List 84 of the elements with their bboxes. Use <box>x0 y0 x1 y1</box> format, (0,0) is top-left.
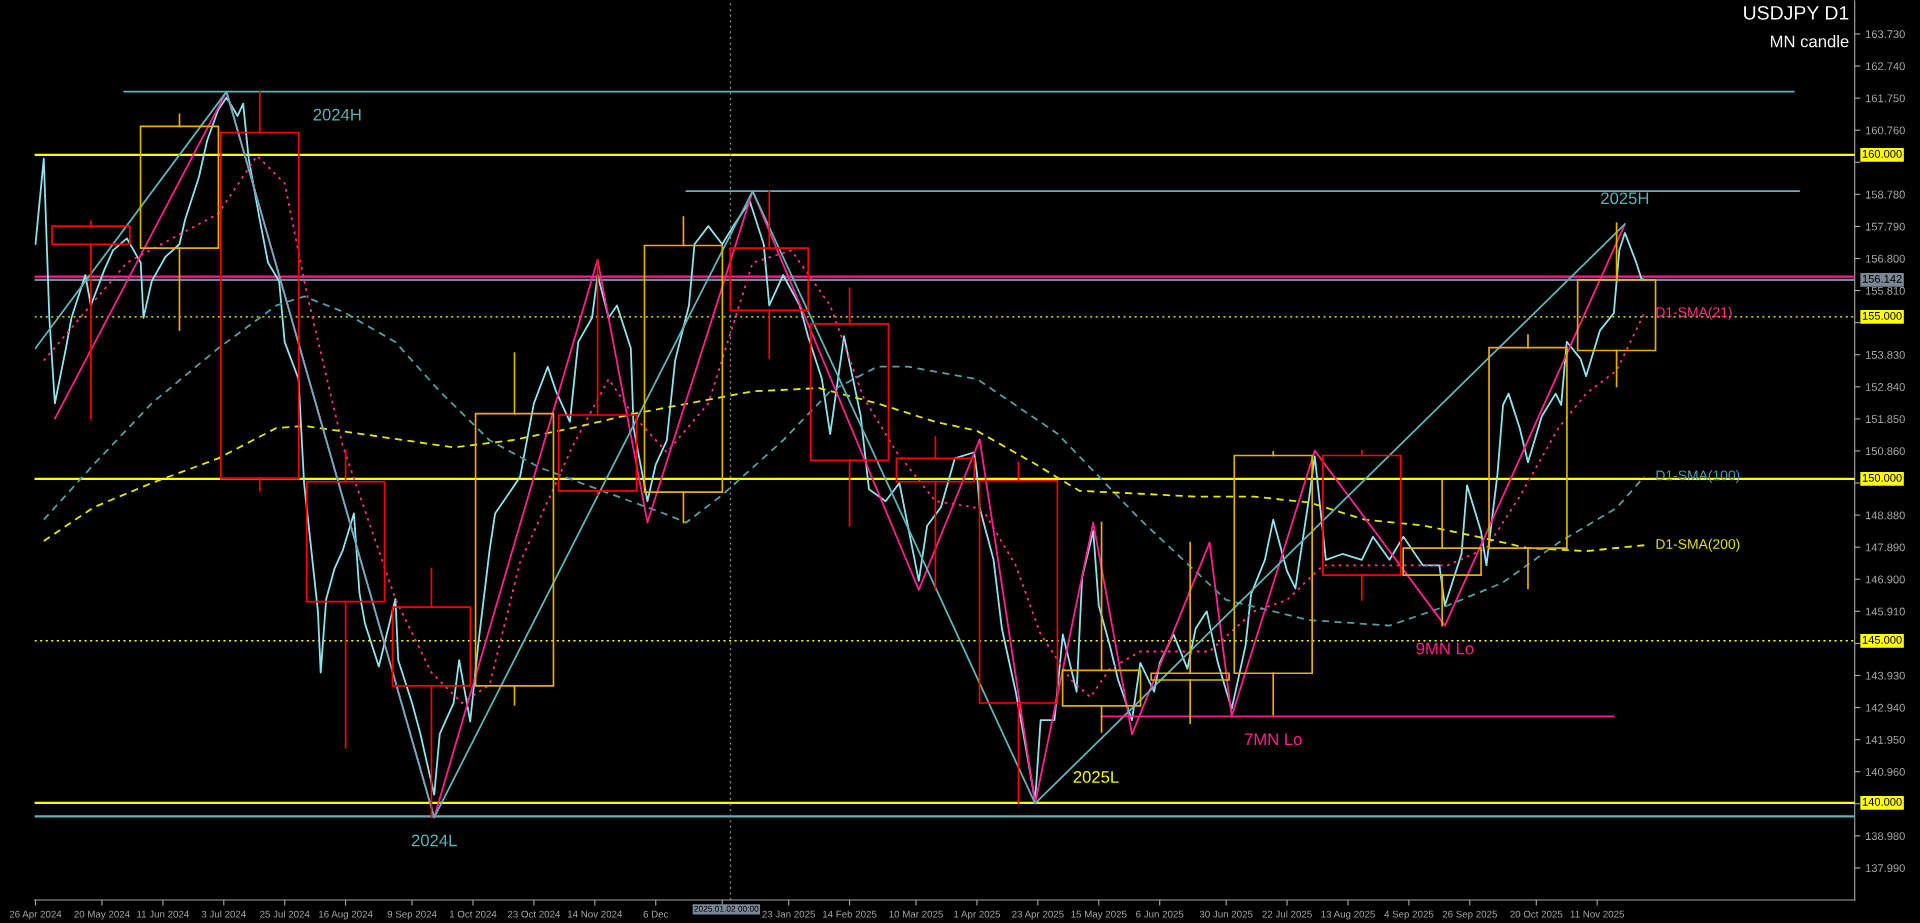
x-tick-label: 11 Nov 2025 <box>1570 910 1625 918</box>
candlestick <box>1061 521 1142 733</box>
annotation: 2025H <box>1601 192 1649 205</box>
x-tick-label: 15 May 2025 <box>1071 910 1127 920</box>
x-tick-label: 1 Apr 2025 <box>954 910 1001 920</box>
candlestick <box>643 216 724 524</box>
candlestick <box>474 352 555 706</box>
y-tick-label: 137.990 <box>1865 864 1905 873</box>
candlestick <box>978 461 1059 805</box>
x-tick-label: 3 Jul 2024 <box>201 910 246 918</box>
ref-line-label: 155.000 <box>1862 311 1902 320</box>
y-tick-label: 143.930 <box>1865 671 1905 680</box>
y-tick-label: 152.840 <box>1865 383 1905 391</box>
line-series <box>42 295 1646 627</box>
x-tick-label: 22 Jul 2025 <box>1262 910 1312 918</box>
ref-line-label: 2025.01.02 00:00 <box>694 905 759 912</box>
y-tick-label: 151.850 <box>1865 415 1905 424</box>
x-tick-label: 26 Sep 2025 <box>1442 910 1497 920</box>
candlestick <box>305 449 386 749</box>
y-tick-label: 156.800 <box>1865 254 1905 263</box>
x-tick-label: 23 Jan 2025 <box>762 910 816 918</box>
x-tick-label: 1 Oct 2024 <box>449 910 497 918</box>
chart-title: USDJPY D1 <box>1744 5 1849 20</box>
x-tick-label: 26 Apr 2024 <box>9 910 62 920</box>
annotation: 9MN Lo <box>1416 642 1474 655</box>
candlestick <box>1150 541 1230 724</box>
y-tick-label: 153.830 <box>1865 351 1905 359</box>
y-tick-label: 146.900 <box>1865 575 1905 584</box>
y-tick-label: 145.910 <box>1865 607 1905 616</box>
y-tick-label: 157.790 <box>1865 222 1905 231</box>
ref-line-label: 150.000 <box>1862 473 1902 482</box>
y-tick-label: 150.860 <box>1865 447 1905 456</box>
y-tick-label: 141.950 <box>1865 735 1905 744</box>
annotation: 7MN Lo <box>1244 733 1302 746</box>
series-label: D1-SMA(200) <box>1656 538 1740 552</box>
y-tick-label: 138.980 <box>1865 832 1905 840</box>
x-tick-label: 6 Dec <box>643 910 669 918</box>
candlestick <box>391 567 472 819</box>
line-series <box>42 387 1646 552</box>
candlestick <box>1233 451 1314 716</box>
x-tick-label: 25 Jul 2024 <box>260 910 310 918</box>
x-tick-label: 30 Jun 2025 <box>1199 910 1253 918</box>
annotation: 2025L <box>1073 771 1119 783</box>
candlestick <box>1322 450 1402 601</box>
y-tick-label: 163.730 <box>1865 30 1905 39</box>
text: MN candle <box>1770 35 1849 48</box>
series-label: D1-SMA(21) <box>1656 306 1732 320</box>
y-tick-label: 155.810 <box>1865 286 1905 295</box>
x-tick-label: 11 Jun 2024 <box>137 910 189 918</box>
candlestick <box>895 436 976 591</box>
candlestick <box>809 287 890 527</box>
x-tick-label: 20 May 2024 <box>74 910 130 920</box>
y-tick-label: 147.890 <box>1865 543 1905 552</box>
y-tick-label: 158.780 <box>1865 190 1905 199</box>
x-tick-label: 23 Oct 2024 <box>507 910 561 918</box>
y-tick-label: 161.750 <box>1865 94 1905 103</box>
y-tick-label: 160.760 <box>1865 126 1905 135</box>
ref-line-label: 156.142 <box>1862 274 1902 283</box>
ref-line-label: 160.000 <box>1862 149 1902 158</box>
x-tick-label: 4 Sep 2025 <box>1384 910 1434 920</box>
candlestick <box>51 220 131 420</box>
y-tick-label: 140.960 <box>1865 767 1905 776</box>
candlestick <box>1402 479 1482 627</box>
x-tick-label: 14 Nov 2024 <box>568 910 623 918</box>
candlestick <box>729 190 810 360</box>
x-tick-label: 14 Feb 2025 <box>823 910 877 918</box>
x-tick-label: 9 Sep 2024 <box>387 910 437 920</box>
ref-line-label: 140.000 <box>1862 797 1902 806</box>
line-series <box>42 154 1646 704</box>
annotation: 2024H <box>313 108 361 121</box>
ref-line-label: 145.000 <box>1862 635 1902 644</box>
y-tick-label: 142.940 <box>1865 703 1905 712</box>
x-tick-label: 23 Apr 2025 <box>1012 910 1064 920</box>
x-tick-label: 13 Aug 2025 <box>1321 910 1375 920</box>
candlestick <box>1576 222 1657 388</box>
x-tick-label: 10 Mar 2025 <box>889 910 943 918</box>
x-tick-label: 6 Jun 2025 <box>1136 910 1184 918</box>
candlestick <box>1488 334 1568 590</box>
candlestick <box>219 90 300 492</box>
y-tick-label: 162.740 <box>1865 62 1905 71</box>
annotation: 2024L <box>411 834 457 847</box>
x-tick-label: 20 Oct 2025 <box>1510 910 1563 918</box>
y-tick-label: 148.880 <box>1865 511 1905 520</box>
x-tick-label: 16 Aug 2024 <box>319 910 373 920</box>
